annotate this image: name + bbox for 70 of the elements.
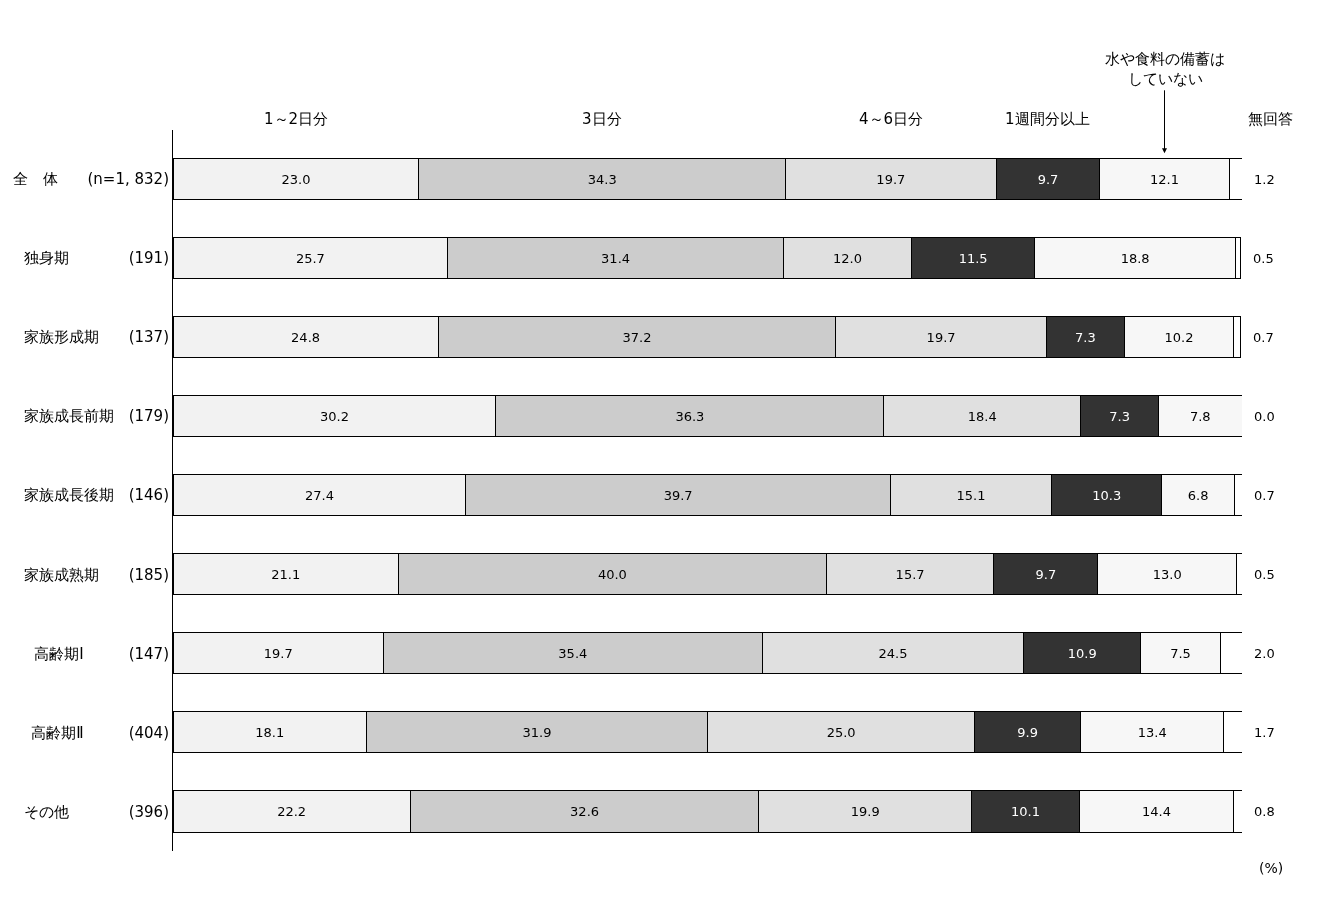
data-label: 18.1 [255, 724, 285, 740]
data-label: 0.8 [1254, 804, 1275, 819]
y-tick-label: その他 (396) [23, 802, 169, 821]
y-tick-label: 家族成熟期 (185) [23, 565, 169, 584]
y-tick-label: 高齢期Ⅱ (404) [31, 723, 169, 742]
data-label: 23.0 [281, 171, 311, 187]
data-label: 1.7 [1254, 725, 1275, 740]
data-label: 7.3 [1109, 408, 1130, 424]
data-label: 31.9 [522, 724, 552, 740]
data-label: 37.2 [622, 329, 652, 345]
data-label: 10.2 [1164, 329, 1194, 345]
data-label: 15.1 [956, 487, 986, 503]
data-label: 32.6 [570, 803, 600, 819]
text: (%) [1259, 860, 1284, 876]
text: 水や食料の備蓄はしていない [1105, 50, 1225, 88]
text: 4～6日分 [859, 110, 924, 128]
y-tick-label: 家族成長後期 (146) [23, 486, 169, 505]
data-label: 34.3 [587, 171, 617, 187]
text: 3日分 [582, 110, 622, 128]
data-label: 12.0 [833, 250, 863, 266]
data-label: 36.3 [675, 408, 705, 424]
data-label: 15.7 [895, 566, 925, 582]
data-label: 11.5 [958, 250, 988, 266]
data-label: 7.8 [1189, 408, 1211, 424]
data-label: 7.3 [1075, 329, 1096, 345]
data-label: 0.0 [1254, 409, 1275, 424]
data-label: 1.2 [1254, 172, 1275, 187]
y-tick-label: 高齢期Ⅰ (147) [34, 644, 169, 663]
data-label: 9.7 [1035, 566, 1057, 582]
data-label: 19.7 [876, 171, 906, 187]
data-label: 31.4 [601, 250, 631, 266]
data-label: 40.0 [597, 566, 627, 582]
data-label: 18.4 [967, 408, 997, 424]
data-label: 10.9 [1067, 645, 1097, 661]
data-label: 19.7 [263, 645, 293, 661]
data-label: 2.0 [1254, 646, 1275, 661]
text: 1週間分以上 [1005, 110, 1090, 128]
data-label: 9.7 [1037, 171, 1059, 187]
data-label: 6.8 [1187, 487, 1209, 503]
data-label: 27.4 [304, 487, 334, 503]
data-label: 30.2 [319, 408, 349, 424]
data-label: 39.7 [663, 487, 693, 503]
data-label: 19.9 [850, 803, 880, 819]
text: 1～2日分 [264, 110, 329, 128]
data-label: 10.3 [1092, 487, 1122, 503]
data-label: 9.9 [1017, 724, 1039, 740]
data-label: 0.7 [1253, 330, 1274, 345]
text: 無回答 [1248, 110, 1293, 128]
data-label: 12.1 [1150, 171, 1179, 187]
data-label: 22.2 [277, 803, 307, 819]
y-tick-label: 全 体 (n=1, 832) [12, 170, 169, 189]
data-label: 0.7 [1254, 488, 1275, 503]
data-label: 35.4 [558, 645, 588, 661]
data-label: 0.5 [1254, 567, 1275, 582]
data-label: 19.7 [926, 329, 956, 345]
data-label: 21.1 [271, 566, 301, 582]
data-label: 25.0 [826, 724, 856, 740]
data-label: 13.0 [1152, 566, 1182, 582]
data-label: 7.5 [1170, 645, 1191, 661]
data-label: 10.1 [1011, 803, 1040, 819]
y-tick-label: 家族成長前期 (179) [23, 407, 169, 426]
data-label: 14.4 [1142, 803, 1171, 819]
y-tick-label: 独身期 (191) [23, 249, 169, 268]
data-label: 24.5 [878, 645, 908, 661]
y-tick-label: 家族形成期 (137) [23, 328, 169, 347]
data-label: 0.5 [1253, 251, 1274, 266]
data-label: 25.7 [295, 250, 325, 266]
data-label: 24.8 [291, 329, 321, 345]
data-label: 13.4 [1137, 724, 1167, 740]
data-label: 18.8 [1120, 250, 1150, 266]
